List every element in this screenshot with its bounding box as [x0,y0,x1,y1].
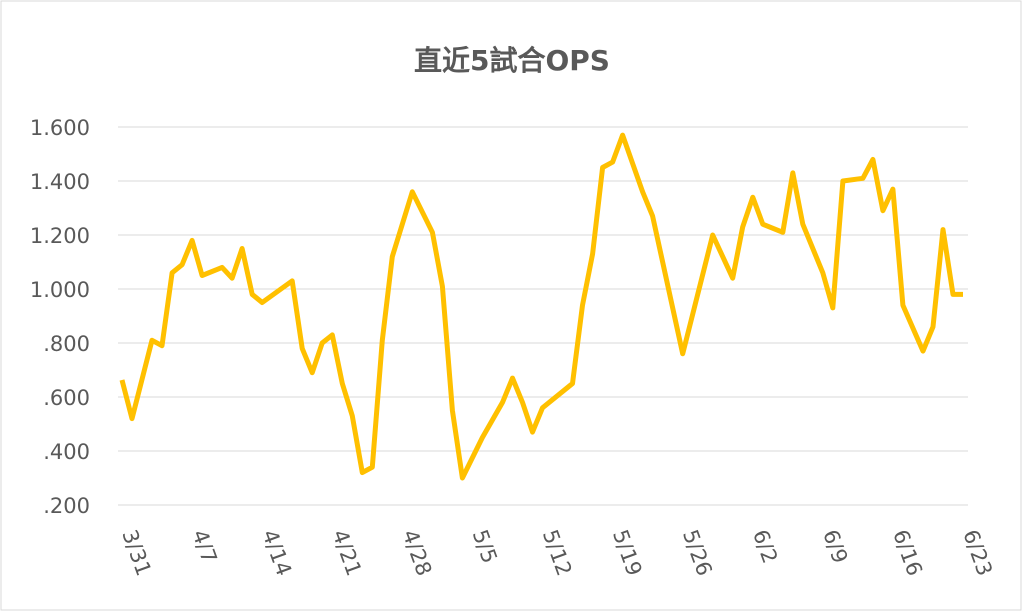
y-tick-label: 1.000 [30,278,90,302]
y-tick-label: .800 [43,332,90,356]
y-tick-label: .600 [43,386,90,410]
line-series [119,132,963,481]
y-tick-label: 1.600 [30,116,90,140]
y-tick-label: 1.400 [30,170,90,194]
y-tick-label: .400 [43,440,90,464]
chart-title: 直近5試合OPS [414,44,610,77]
y-tick-label: 1.200 [30,224,90,248]
y-tick-label: .200 [43,494,90,518]
